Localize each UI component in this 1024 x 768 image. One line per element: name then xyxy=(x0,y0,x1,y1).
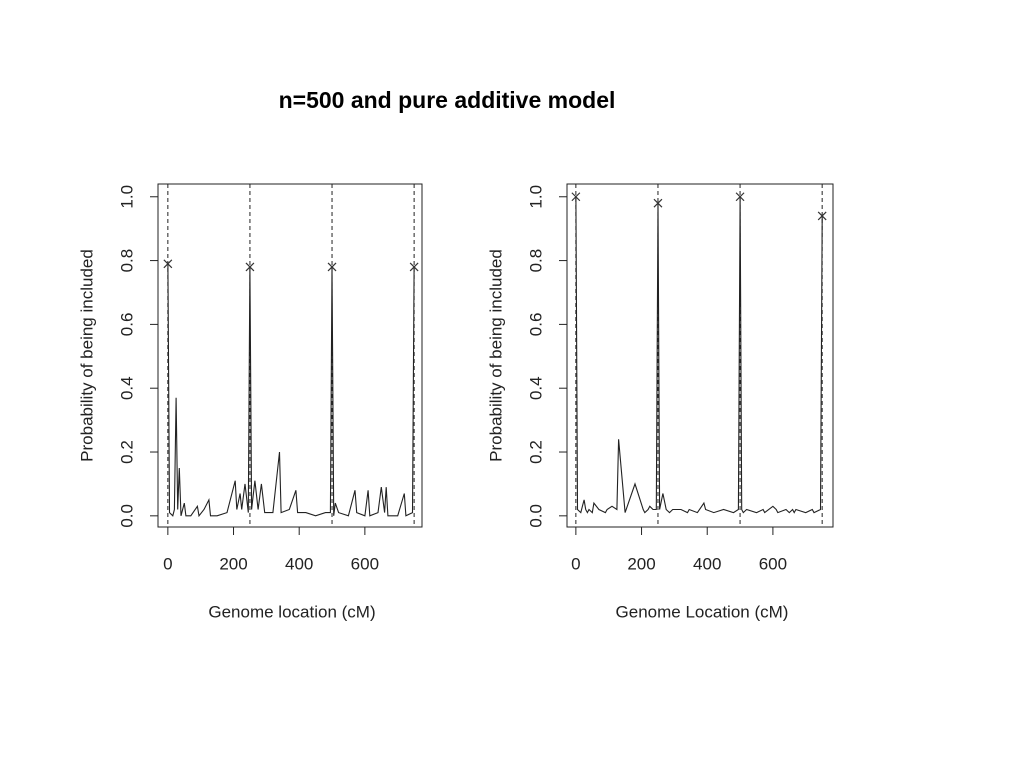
marker-stroke xyxy=(409,262,419,272)
y-tick-label: 0.6 xyxy=(117,313,136,337)
y-axis-label: Probability of being included xyxy=(486,249,505,462)
peak-marker xyxy=(409,262,419,272)
marker-stroke xyxy=(245,262,255,272)
x-tick-label: 200 xyxy=(627,554,655,573)
peak-marker xyxy=(735,192,745,202)
y-tick-label: 1.0 xyxy=(117,185,136,209)
plot-frame xyxy=(566,183,834,528)
marker-stroke xyxy=(327,262,337,272)
y-tick-label: 0.8 xyxy=(526,249,545,273)
x-tick-label: 200 xyxy=(219,554,247,573)
peak-marker xyxy=(571,192,581,202)
y-tick-label: 0.0 xyxy=(117,504,136,528)
marker-stroke xyxy=(735,192,745,202)
y-tick-label: 0.2 xyxy=(526,440,545,464)
peak-marker xyxy=(163,259,173,269)
marker-stroke xyxy=(163,259,173,269)
marker-stroke xyxy=(817,211,827,221)
x-axis-label: Genome Location (cM) xyxy=(616,602,789,621)
y-tick-label: 0.4 xyxy=(526,376,545,400)
y-tick-label: 0.0 xyxy=(526,504,545,528)
y-tick-label: 0.8 xyxy=(117,249,136,273)
x-tick-label: 0 xyxy=(163,554,172,573)
x-tick-label: 400 xyxy=(693,554,721,573)
y-axis-label: Probability of being included xyxy=(77,249,96,462)
x-tick-label: 600 xyxy=(759,554,787,573)
slide-title: n=500 and pure additive model xyxy=(279,87,616,113)
x-tick-label: 0 xyxy=(571,554,580,573)
x-tick-label: 600 xyxy=(351,554,379,573)
peak-marker xyxy=(245,262,255,272)
y-tick-label: 0.2 xyxy=(117,440,136,464)
marker-stroke xyxy=(571,192,581,202)
peak-marker xyxy=(817,211,827,221)
plot-frame xyxy=(157,183,423,528)
peak-marker xyxy=(653,198,663,208)
data-line xyxy=(575,196,823,514)
marker-stroke xyxy=(653,198,663,208)
y-tick-label: 0.4 xyxy=(117,376,136,400)
x-tick-label: 400 xyxy=(285,554,313,573)
y-tick-label: 0.6 xyxy=(526,313,545,337)
plot: 0 200 400 600 0.0 0.2 0.4 0.6 0.8 1.0 Probability … xyxy=(77,183,423,621)
data-line xyxy=(167,263,415,518)
peak-marker xyxy=(327,262,337,272)
y-tick-label: 1.0 xyxy=(526,185,545,209)
plot: 0 200 400 600 0.0 0.2 0.4 0.6 0.8 1.0 Probability … xyxy=(486,183,834,621)
x-axis-label: Genome location (cM) xyxy=(208,602,375,621)
